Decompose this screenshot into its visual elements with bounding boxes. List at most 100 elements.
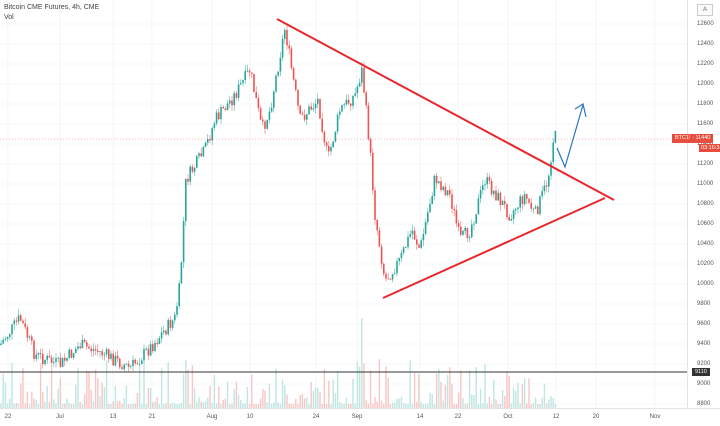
candle-body — [433, 175, 436, 197]
volume-bar — [224, 398, 227, 408]
candle-body — [196, 156, 198, 168]
candle-body — [354, 93, 356, 96]
volume-bar — [352, 378, 354, 408]
candle-body — [70, 349, 73, 358]
candle-body — [385, 273, 387, 279]
candle-body — [519, 196, 521, 208]
volume-bar — [303, 398, 306, 408]
volume-bar — [420, 402, 422, 408]
volume-bar — [57, 388, 59, 408]
volume-bar — [42, 392, 44, 408]
volume-bar — [413, 372, 416, 408]
volume-bar — [537, 403, 539, 408]
volume-bar — [295, 398, 297, 408]
candle-body — [253, 73, 255, 93]
volume-bar — [202, 402, 205, 408]
candle-body — [350, 103, 352, 106]
candle-body — [297, 89, 299, 106]
candle-body — [158, 338, 161, 344]
volume-bar — [308, 403, 310, 408]
candle-body — [167, 319, 169, 335]
volume-bar — [387, 377, 389, 408]
volume-bar — [550, 396, 552, 408]
time-axis[interactable] — [0, 408, 720, 426]
candle-body — [422, 233, 425, 241]
candle-body — [4, 338, 7, 340]
volume-bar — [354, 403, 356, 408]
candle-body — [523, 194, 526, 205]
volume-bar — [275, 368, 277, 408]
candle-body — [213, 123, 216, 128]
countdown-badge: 03:16:34 — [699, 144, 720, 152]
candle-body — [2, 339, 4, 344]
candle-body — [369, 139, 372, 153]
volume-bar — [319, 392, 321, 408]
volume-bar — [336, 371, 339, 408]
candle-body — [466, 227, 469, 239]
volume-bar — [99, 396, 101, 408]
candle-body — [59, 357, 62, 367]
volume-bar — [22, 368, 24, 408]
volume-bar — [330, 403, 332, 408]
volume-bar — [196, 402, 198, 408]
candle-body — [288, 45, 290, 49]
volume-bar — [350, 403, 352, 408]
candle-body — [266, 119, 268, 129]
volume-bar — [251, 374, 253, 408]
volume-bar — [532, 403, 535, 408]
candle-body — [372, 152, 374, 191]
price-axis[interactable] — [687, 0, 720, 408]
candle-body — [193, 167, 196, 172]
volume-bar — [372, 403, 374, 408]
candle-body — [136, 363, 139, 365]
projection-arrow — [556, 104, 584, 169]
candle-body — [251, 72, 253, 74]
candle-body — [171, 320, 174, 328]
volume-bar — [407, 403, 409, 408]
candle-body — [103, 354, 106, 356]
volume-bar — [59, 378, 62, 408]
volume-bar — [475, 367, 477, 408]
volume-bar — [110, 403, 112, 408]
candle-body — [61, 357, 64, 367]
volume-bar — [398, 398, 400, 408]
volume-bar — [244, 403, 246, 408]
volume-bar — [33, 398, 35, 408]
candle-body — [182, 221, 185, 263]
candle-body — [88, 346, 90, 349]
candle-body — [290, 48, 293, 68]
candle-body — [200, 153, 202, 157]
candle-body — [132, 359, 134, 366]
candle-body — [57, 357, 59, 359]
volume-bar — [270, 403, 273, 408]
volume-bar — [361, 318, 363, 408]
candle-body — [215, 112, 218, 124]
time-tick-label: 22 — [454, 414, 462, 420]
settings-corner-icon[interactable]: A — [697, 4, 713, 16]
candle-body — [152, 344, 154, 352]
volume-bar — [191, 365, 194, 408]
candle-body — [387, 278, 389, 280]
candlestick-series — [0, 25, 557, 373]
volume-bar — [119, 400, 121, 408]
volume-bar — [391, 402, 394, 408]
price-tick-label: 10200 — [697, 261, 714, 267]
candle-body — [6, 336, 9, 339]
volume-bar — [218, 386, 220, 408]
candle-body — [174, 314, 176, 321]
volume-bar — [83, 394, 86, 408]
candle-body — [55, 358, 57, 362]
chart-title: Bitcoin CME Futures, 4h, CME — [4, 4, 100, 11]
volume-bar — [380, 400, 383, 408]
volume-bar — [442, 400, 444, 408]
candle-body — [244, 71, 246, 80]
lower-trendline — [382, 197, 606, 299]
candle-body — [402, 247, 405, 253]
volume-bar — [310, 381, 312, 408]
candle-body — [24, 323, 26, 328]
candle-body — [141, 360, 143, 364]
candle-body — [255, 92, 257, 99]
volume-bar — [367, 403, 370, 408]
volume-bar — [473, 395, 475, 408]
